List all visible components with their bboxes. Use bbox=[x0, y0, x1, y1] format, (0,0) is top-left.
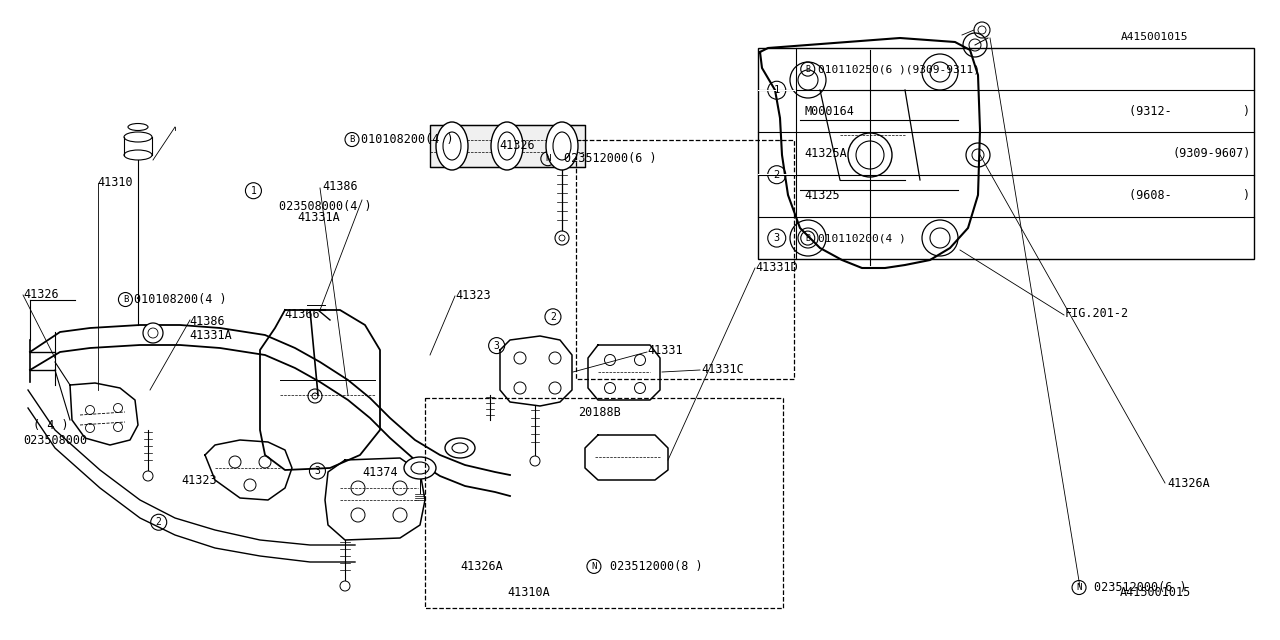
Text: 010110200(4 ): 010110200(4 ) bbox=[818, 233, 905, 243]
Circle shape bbox=[148, 328, 157, 338]
Text: 41374: 41374 bbox=[362, 466, 398, 479]
Text: 41325: 41325 bbox=[805, 189, 841, 202]
Ellipse shape bbox=[452, 443, 468, 453]
Ellipse shape bbox=[443, 132, 461, 160]
Text: 41331A: 41331A bbox=[297, 211, 339, 224]
Text: 41331A: 41331A bbox=[189, 329, 232, 342]
Ellipse shape bbox=[124, 150, 152, 160]
Bar bbox=[758, 174, 796, 175]
Text: 41331C: 41331C bbox=[701, 364, 744, 376]
Text: N: N bbox=[1076, 583, 1082, 592]
Ellipse shape bbox=[492, 122, 524, 170]
Ellipse shape bbox=[547, 122, 579, 170]
Ellipse shape bbox=[404, 457, 436, 479]
Ellipse shape bbox=[553, 132, 571, 160]
Text: (9309-9607): (9309-9607) bbox=[1172, 147, 1251, 160]
Text: 1: 1 bbox=[773, 85, 780, 95]
Text: N: N bbox=[591, 562, 596, 571]
Text: 41326: 41326 bbox=[499, 140, 535, 152]
Text: 20188B: 20188B bbox=[579, 406, 621, 419]
Text: 41366: 41366 bbox=[284, 308, 320, 321]
Text: 41326A: 41326A bbox=[1167, 477, 1210, 490]
Text: FIG.201-2: FIG.201-2 bbox=[1065, 307, 1129, 320]
Text: (9312-          ): (9312- ) bbox=[1129, 105, 1251, 118]
Bar bbox=[425, 398, 783, 608]
Ellipse shape bbox=[411, 462, 429, 474]
Text: (9608-          ): (9608- ) bbox=[1129, 189, 1251, 202]
Text: N: N bbox=[545, 154, 550, 163]
Bar bbox=[758, 48, 1254, 259]
Text: 023508000: 023508000 bbox=[23, 434, 87, 447]
Text: 3: 3 bbox=[315, 466, 320, 476]
Text: 41310: 41310 bbox=[97, 176, 133, 189]
Text: 010108200(4 ): 010108200(4 ) bbox=[134, 293, 227, 306]
Text: A415001015: A415001015 bbox=[1120, 586, 1192, 598]
Ellipse shape bbox=[436, 122, 468, 170]
Text: 3: 3 bbox=[494, 340, 499, 351]
Text: M000164: M000164 bbox=[805, 105, 855, 118]
Text: 023512000(6 ): 023512000(6 ) bbox=[563, 152, 657, 165]
Circle shape bbox=[143, 323, 163, 343]
Text: A415001015: A415001015 bbox=[1121, 32, 1189, 42]
Text: 010108200(4 ): 010108200(4 ) bbox=[361, 133, 453, 146]
Text: 41325A: 41325A bbox=[805, 147, 847, 160]
Bar bbox=[576, 140, 794, 379]
Text: B: B bbox=[805, 65, 810, 74]
Text: 2: 2 bbox=[773, 170, 780, 180]
Text: B: B bbox=[349, 135, 355, 144]
Text: 023512000(6 ): 023512000(6 ) bbox=[1093, 581, 1187, 594]
Text: 41326: 41326 bbox=[23, 288, 59, 301]
Ellipse shape bbox=[498, 132, 516, 160]
Text: 3: 3 bbox=[773, 233, 780, 243]
Bar bbox=[758, 90, 796, 91]
Text: 023512000(8 ): 023512000(8 ) bbox=[609, 560, 703, 573]
Ellipse shape bbox=[445, 438, 475, 458]
Text: 41386: 41386 bbox=[189, 315, 225, 328]
Bar bbox=[430, 125, 585, 167]
Text: 010110250(6 )(9309-9311): 010110250(6 )(9309-9311) bbox=[818, 64, 979, 74]
Text: 41326A: 41326A bbox=[461, 560, 503, 573]
Text: 41331D: 41331D bbox=[755, 261, 797, 274]
Text: 023508000(4 ): 023508000(4 ) bbox=[279, 200, 371, 212]
Text: 1: 1 bbox=[251, 186, 256, 196]
Text: 41331: 41331 bbox=[648, 344, 684, 357]
Text: 41386: 41386 bbox=[323, 180, 358, 193]
Ellipse shape bbox=[128, 124, 148, 131]
Text: 2: 2 bbox=[550, 312, 556, 322]
Text: B: B bbox=[123, 295, 128, 304]
Text: 41323: 41323 bbox=[456, 289, 492, 302]
Text: ( 4 ): ( 4 ) bbox=[33, 419, 69, 432]
Ellipse shape bbox=[124, 132, 152, 142]
Text: 41310A: 41310A bbox=[507, 586, 549, 598]
Text: 41323: 41323 bbox=[182, 474, 218, 486]
Text: 2: 2 bbox=[156, 517, 161, 527]
Text: B: B bbox=[805, 234, 810, 243]
